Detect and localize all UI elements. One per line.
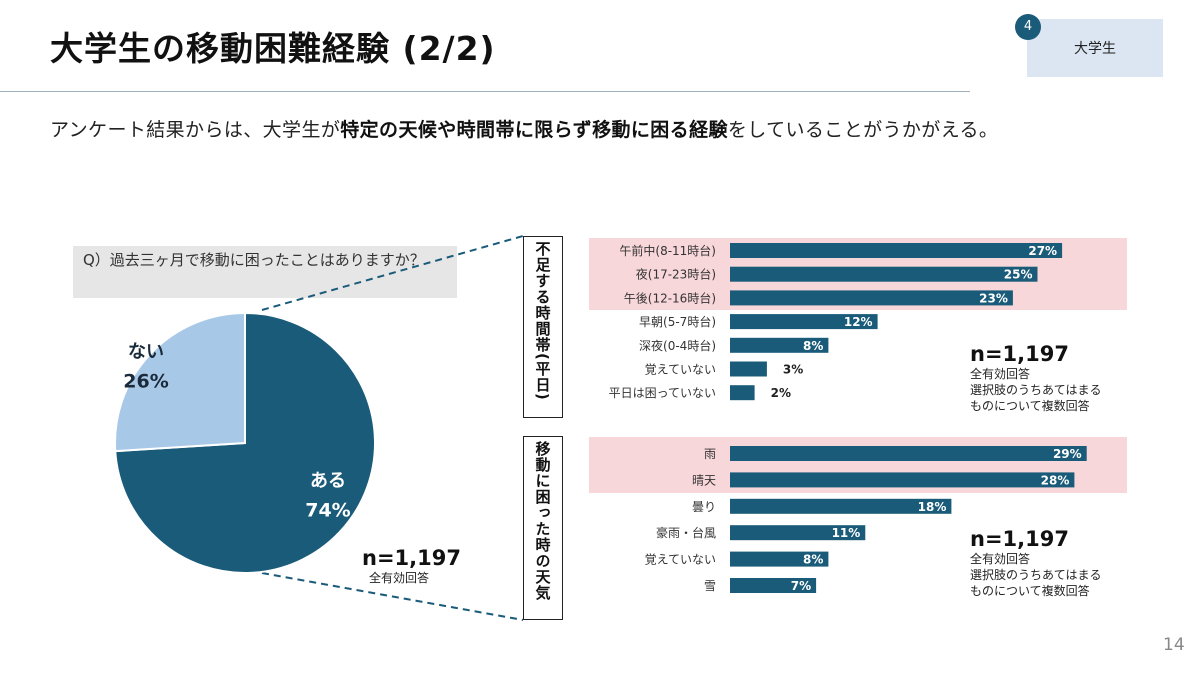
pie-value-0: 74% xyxy=(305,500,350,522)
time-side-label: 不足する時間帯(平日) xyxy=(533,241,552,401)
weather-category-label: 覚えていない xyxy=(645,553,716,567)
weather-n-count: n=1,197 xyxy=(970,527,1069,551)
weather-bar-chart: 雨 29% 晴天 28% 曇り 18% 豪雨・台風 11% 覚えていない 8% 雪 7% xyxy=(645,446,1087,593)
pie-n-sub: 全有効回答 xyxy=(369,571,430,585)
section-badge-number: 4 xyxy=(1015,14,1041,40)
weather-value-label: 7% xyxy=(791,579,811,593)
weather-category-label: 曇り xyxy=(692,500,716,514)
time-bar xyxy=(730,337,829,353)
time-value-label: 2% xyxy=(771,386,791,400)
time-bar xyxy=(730,290,1013,306)
time-n-sub1: 全有効回答 xyxy=(970,367,1031,381)
time-bar xyxy=(730,314,878,330)
pie-n-note: n=1,197 全有効回答 xyxy=(362,546,461,586)
time-category-label: 平日は困っていない xyxy=(609,386,716,400)
time-bar xyxy=(730,266,1038,282)
connector-line-top xyxy=(261,235,524,311)
time-value-label: 12% xyxy=(844,315,873,329)
time-n-sub2: 選択肢のうちあてはまる xyxy=(970,383,1102,397)
time-value-label: 27% xyxy=(1028,244,1057,258)
weather-value-label: 29% xyxy=(1053,447,1082,461)
lead-emphasis: 特定の天候や時間帯に限らず移動に困る経験 xyxy=(340,119,728,141)
time-category-label: 夜(17-23時台) xyxy=(636,267,716,282)
time-n-count: n=1,197 xyxy=(970,342,1069,366)
title-divider xyxy=(0,91,970,92)
connector-line-bottom xyxy=(261,572,524,621)
time-bar xyxy=(730,385,755,401)
time-value-label: 25% xyxy=(1004,268,1033,282)
time-value-label: 3% xyxy=(783,363,803,377)
weather-n-note: n=1,197 全有効回答 選択肢のうちあてはまる ものについて複数回答 xyxy=(970,527,1102,599)
section-badge: 大学生 xyxy=(1027,19,1163,77)
time-bar-chart: 午前中(8-11時台) 27% 夜(17-23時台) 25% 午後(12-16時台) 23… xyxy=(609,243,1063,401)
pie-slice-1 xyxy=(114,311,246,453)
time-category-label: 午前中(8-11時台) xyxy=(619,243,716,258)
time-bar xyxy=(730,361,767,377)
weather-bar xyxy=(730,551,829,567)
weather-n-sub1: 全有効回答 xyxy=(970,552,1031,566)
weather-category-label: 豪雨・台風 xyxy=(656,525,716,540)
weather-category-label: 晴天 xyxy=(692,473,716,487)
pie-label-0: ある xyxy=(310,471,346,492)
time-n-sub3: ものについて複数回答 xyxy=(970,399,1090,413)
weather-n-sub3: ものについて複数回答 xyxy=(970,584,1090,598)
weather-category-label: 雨 xyxy=(704,447,716,461)
lead-part-2: をしていることがうかがえる。 xyxy=(727,119,999,141)
weather-bar xyxy=(730,525,866,541)
pie-chart: ある 74% ない 26% xyxy=(114,311,376,574)
weather-value-label: 8% xyxy=(803,553,823,567)
time-category-label: 午後(12-16時台) xyxy=(624,290,716,305)
time-n-note: n=1,197 全有効回答 選択肢のうちあてはまる ものについて複数回答 xyxy=(970,342,1102,414)
weather-value-label: 11% xyxy=(832,526,861,540)
weather-value-label: 28% xyxy=(1041,473,1070,487)
weather-side-label: 移動に困った時の天気 xyxy=(533,441,552,601)
page-title: 大学生の移動困難経験 (2/2) xyxy=(50,29,496,68)
lead-part-1: アンケート結果からは、大学生が xyxy=(50,119,341,141)
weather-bar xyxy=(730,578,817,593)
weather-n-sub2: 選択肢のうちあてはまる xyxy=(970,568,1102,582)
time-value-label: 23% xyxy=(979,291,1008,305)
lead-sentence: アンケート結果からは、大学生が特定の天候や時間帯に限らず移動に困る経験をしている… xyxy=(50,115,998,142)
time-category-label: 深夜(0-4時台) xyxy=(639,338,716,353)
time-side-label-box: 不足する時間帯(平日) xyxy=(523,236,563,418)
page-number: 14 xyxy=(1163,635,1185,655)
weather-bar xyxy=(730,446,1087,461)
pie-label-1: ない xyxy=(128,341,164,362)
time-category-label: 覚えていない xyxy=(645,363,716,377)
weather-value-label: 18% xyxy=(918,500,947,514)
pie-n-count: n=1,197 xyxy=(362,546,461,570)
pie-value-1: 26% xyxy=(123,370,168,392)
time-bar xyxy=(730,243,1063,258)
weather-bar xyxy=(730,498,952,514)
time-value-label: 8% xyxy=(803,339,823,353)
weather-category-label: 雪 xyxy=(704,579,716,593)
weather-side-label-box: 移動に困った時の天気 xyxy=(523,436,563,620)
time-category-label: 早朝(5-7時台) xyxy=(639,314,716,329)
weather-bar xyxy=(730,472,1075,488)
section-badge-label: 大学生 xyxy=(1074,41,1116,57)
